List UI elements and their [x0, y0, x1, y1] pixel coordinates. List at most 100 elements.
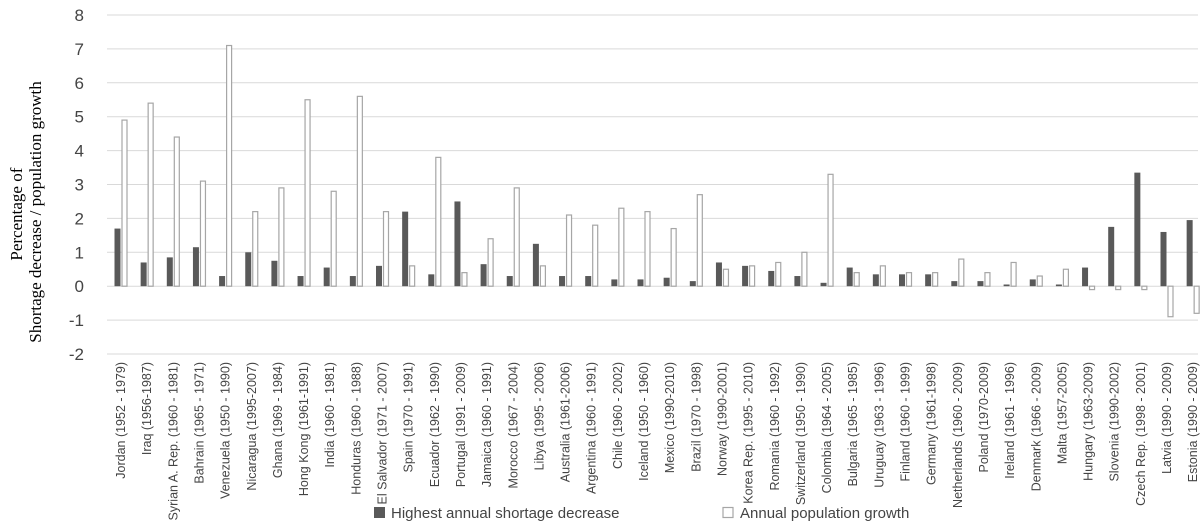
bar-population-growth	[592, 224, 599, 287]
x-tick-label: Ecuador (1962 - 1990)	[428, 362, 442, 487]
bar-shortage-decrease	[271, 260, 278, 287]
bar-shortage-decrease	[1186, 220, 1193, 287]
bar-shortage-decrease	[559, 276, 566, 287]
x-tick-label: Iraq (1956-1987)	[140, 362, 154, 455]
bar-population-growth	[670, 227, 677, 287]
bar-population-growth	[879, 265, 886, 287]
bar-population-growth	[801, 251, 808, 287]
bar-population-growth	[644, 211, 651, 287]
x-tick-label: Chile (1960 - 2002)	[611, 362, 625, 469]
bar-shortage-decrease	[506, 276, 513, 287]
x-tick-label: Uruguay (1963 - 1996)	[872, 362, 886, 488]
bar-shortage-decrease	[376, 265, 382, 287]
legend-swatch-shortage	[374, 507, 385, 518]
bar-shortage-decrease	[532, 243, 539, 287]
bar-shortage-decrease	[742, 265, 749, 287]
bar-population-growth	[513, 187, 520, 287]
x-tick-label: Morocco (1967 - 2004)	[506, 362, 520, 488]
bar-shortage-decrease	[1082, 267, 1089, 287]
x-tick-label: Malta (1957-2005)	[1055, 362, 1069, 464]
bar-population-growth	[382, 211, 390, 287]
bar-population-growth	[853, 272, 860, 287]
bar-population-growth	[252, 211, 259, 287]
bar-population-growth	[1141, 285, 1148, 291]
bar-population-growth	[330, 190, 337, 287]
y-tick-label: 6	[75, 74, 84, 93]
x-tick-label: Mexico (1990-2010)	[663, 362, 677, 473]
bar-population-growth	[932, 272, 939, 287]
bar-population-growth	[226, 44, 233, 287]
bar-shortage-decrease	[1160, 231, 1167, 287]
x-tick-label: Germany (1961-1998)	[925, 362, 939, 485]
x-tick-label: India (1960 - 1981)	[323, 362, 337, 468]
gridlines	[107, 14, 1198, 355]
x-tick-label: Ireland (1961 - 1996)	[1003, 362, 1017, 479]
y-tick-label: 1	[75, 243, 84, 262]
x-tick-label: Jordan (1952 - 1979)	[114, 362, 128, 479]
bar-population-growth	[435, 156, 442, 287]
bar-shortage-decrease	[480, 264, 487, 287]
x-tick-label: Libya (1995 - 2006)	[532, 362, 546, 470]
bar-population-growth	[1115, 285, 1122, 291]
x-tick-label: Honduras (1960 - 1988)	[349, 362, 363, 495]
x-tick-label: Argentina (1960 - 1991)	[585, 362, 599, 494]
bar-shortage-decrease	[1029, 279, 1036, 287]
bar-shortage-decrease	[428, 274, 435, 287]
y-tick-label: 7	[75, 40, 84, 59]
bar-shortage-decrease	[899, 274, 905, 287]
x-tick-label: Spain (1970 - 1991)	[402, 362, 416, 473]
bar-population-growth	[1036, 275, 1043, 287]
bar-shortage-decrease	[114, 228, 121, 287]
x-tick-label: Nicaragua (1995-2007)	[245, 362, 259, 491]
x-tick-label: Latvia (1990 - 2009)	[1160, 362, 1174, 474]
bar-population-growth	[121, 119, 128, 287]
bar-shortage-decrease	[925, 274, 932, 287]
x-tick-label: Switzerland (1950 - 1990)	[794, 362, 808, 505]
bar-shortage-decrease	[637, 279, 644, 287]
x-tick-label: Ghana (1969 - 1984)	[271, 362, 285, 478]
bar-population-growth	[278, 187, 285, 287]
bar-shortage-decrease	[663, 277, 670, 287]
x-tick-label: El Salvador (1971 - 2007)	[376, 362, 390, 504]
bar-shortage-decrease	[1108, 226, 1115, 287]
bar-population-growth	[173, 136, 180, 287]
y-tick-label: -2	[69, 345, 84, 364]
y-tick-label: 8	[75, 6, 84, 25]
legend-label-shortage: Highest annual shortage decrease	[391, 505, 620, 522]
x-tick-label: Czech Rep. (1998 - 2001)	[1134, 362, 1148, 506]
bar-shortage-decrease	[219, 276, 226, 287]
y-tick-label: 3	[75, 176, 84, 195]
x-tick-label: Bulgaria (1965 - 1985)	[846, 362, 860, 486]
bar-shortage-decrease	[585, 276, 592, 287]
bar-shortage-decrease	[872, 274, 879, 287]
y-axis-ticks: -2 -1 0 1 2 3 4 5 6 7 8	[69, 6, 84, 364]
bar-population-growth	[722, 268, 730, 287]
bar-shortage-decrease	[951, 281, 958, 287]
bar-shortage-decrease	[820, 282, 827, 287]
bar-shortage-decrease	[977, 281, 984, 287]
bar-population-growth	[984, 272, 991, 287]
bar-population-growth	[905, 272, 913, 287]
bar-population-growth	[1193, 285, 1200, 314]
bar-shortage-decrease	[140, 262, 147, 287]
bar-population-growth	[409, 265, 416, 287]
x-tick-label: Venezuela (1950 - 1990)	[219, 362, 233, 499]
bar-shortage-decrease	[245, 252, 252, 287]
y-tick-label: 5	[75, 108, 84, 127]
x-tick-label: Australia (1961-2006)	[559, 362, 573, 482]
x-tick-label: Poland (1970-2009)	[977, 362, 991, 473]
bar-shortage-decrease	[323, 267, 330, 287]
y-tick-label: 0	[75, 277, 84, 296]
y-axis-label-line-2: Shortage decrease / population growth	[26, 81, 45, 343]
x-tick-label: Finland (1960 - 1999)	[899, 362, 913, 482]
x-tick-label: Denmark (1966 - 2009)	[1029, 362, 1043, 491]
bar-population-growth	[1167, 285, 1174, 318]
bar-shortage-decrease	[297, 276, 304, 287]
bar-population-growth	[827, 173, 834, 287]
x-tick-label: Syrian A. Rep. (1960 - 1981)	[166, 362, 180, 520]
bar-population-growth	[539, 265, 547, 287]
bar-population-growth	[958, 258, 965, 287]
x-tick-label: Hungary (1963-2009)	[1082, 362, 1096, 481]
x-tick-label: Hong Kong (1961-1991)	[297, 362, 311, 496]
